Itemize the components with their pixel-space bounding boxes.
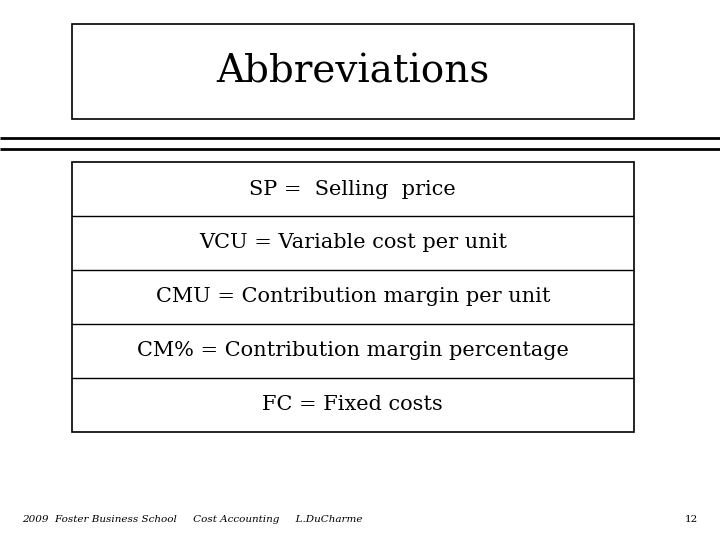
Text: CMU = Contribution margin per unit: CMU = Contribution margin per unit (156, 287, 550, 307)
Text: CM% = Contribution margin percentage: CM% = Contribution margin percentage (137, 341, 569, 361)
Text: SP =  Selling  price: SP = Selling price (249, 179, 456, 199)
Bar (72, 24, 634, 119)
Text: Abbreviations: Abbreviations (216, 53, 490, 90)
Text: 2009  Foster Business School     Cost Accounting     L.DuCharme: 2009 Foster Business School Cost Account… (22, 515, 362, 524)
Text: 12: 12 (685, 515, 698, 524)
Text: VCU = Variable cost per unit: VCU = Variable cost per unit (199, 233, 507, 253)
Text: FC = Fixed costs: FC = Fixed costs (262, 395, 444, 415)
Bar (72, 162, 634, 432)
